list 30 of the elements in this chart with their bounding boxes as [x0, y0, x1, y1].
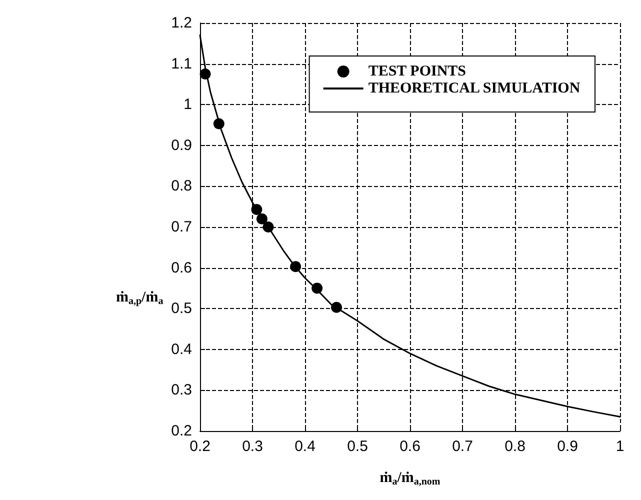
y-tick-label: 0.4: [171, 340, 192, 358]
y-tick-label: 0.5: [171, 300, 192, 318]
y-tick-label: 1.1: [171, 55, 192, 72]
y-tick-label: 0.3: [171, 382, 192, 399]
point: [251, 204, 262, 215]
point: [256, 213, 268, 224]
x-tick-label: 0.4: [294, 438, 316, 455]
point: [213, 118, 224, 130]
y-tick-label: 0.8: [171, 178, 192, 195]
x-tick-label: 0.6: [400, 438, 420, 455]
y-tick-label: 0.7: [171, 218, 192, 236]
point: [312, 282, 323, 294]
y-tick-label: 0.6: [171, 259, 192, 276]
y-tick-label: 1.2: [171, 14, 192, 32]
y-tick-label: 0.2: [171, 422, 192, 440]
point: [290, 261, 302, 272]
x-tick-label: 0.2: [190, 438, 210, 455]
point: [262, 222, 274, 232]
x-tick-label: 1: [616, 438, 624, 455]
legend-label: THEORETICAL SIMULATION: [368, 80, 580, 96]
y-tick-label: 1: [184, 96, 192, 114]
legend-label: TEST POINTS: [368, 64, 466, 80]
point: [331, 302, 342, 313]
x-tick-label: 0.9: [557, 438, 578, 455]
y-tick-label: 0.9: [171, 136, 192, 154]
x-tick-label: 0.3: [242, 438, 263, 455]
x-tick-label: 0.8: [504, 438, 526, 455]
x-tick-label: 0.7: [452, 438, 473, 455]
x-tick-label: 0.5: [347, 438, 368, 455]
point: [200, 68, 211, 80]
